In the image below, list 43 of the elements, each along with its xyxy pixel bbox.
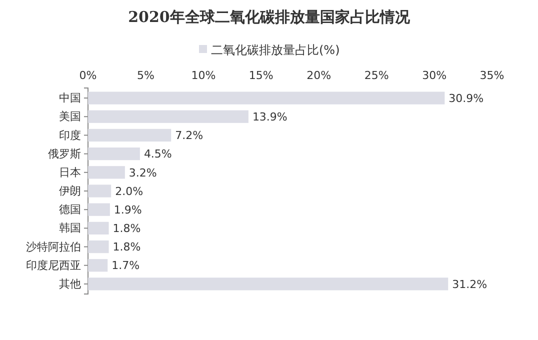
x-tick-label: 10% <box>191 69 216 82</box>
bar <box>88 166 125 179</box>
y-tick-label: 德国 <box>59 203 81 216</box>
data-label: 1.9% <box>114 203 142 216</box>
data-label: 13.9% <box>252 110 288 124</box>
bar <box>88 259 108 272</box>
chart-title: 2020年全球二氧化碳排放量国家占比情况 <box>128 8 411 26</box>
x-tick-label: 35% <box>480 69 504 82</box>
x-tick-label: 15% <box>248 69 274 82</box>
data-label: 30.9% <box>448 92 484 105</box>
bar <box>88 147 140 160</box>
data-label: 31.2% <box>452 278 488 291</box>
bar <box>88 184 112 198</box>
data-label: 4.5% <box>144 148 172 161</box>
y-tick-label: 韩国 <box>59 222 81 235</box>
y-tick-label: 俄罗斯 <box>48 147 81 160</box>
y-tick-label: 其他 <box>59 277 81 290</box>
data-label: 1.7% <box>112 259 140 272</box>
bar <box>88 222 109 235</box>
x-tick-label: 20% <box>306 69 332 82</box>
x-tick-label: 5% <box>136 69 154 82</box>
y-tick-label: 中国 <box>59 92 81 105</box>
bar <box>88 203 110 216</box>
bar <box>88 240 109 254</box>
data-label: 3.2% <box>128 166 157 180</box>
x-tick-label: 25% <box>364 69 389 82</box>
bar <box>88 110 248 123</box>
y-tick-label: 印度 <box>59 128 81 142</box>
y-tick-label: 美国 <box>59 110 81 124</box>
bar <box>88 128 172 142</box>
data-label: 1.8% <box>112 222 141 236</box>
y-tick-label: 伊朗 <box>59 184 81 198</box>
x-tick-label: 30% <box>422 69 447 82</box>
data-label: 7.2% <box>175 129 204 142</box>
data-label: 2.0% <box>115 184 144 198</box>
bar <box>88 278 448 290</box>
data-label: 1.8% <box>112 240 141 254</box>
y-tick-label: 日本 <box>59 166 81 179</box>
legend-label: 二氧化碳排放量占比(%) <box>211 43 340 58</box>
y-tick-label: 印度尼西亚 <box>26 258 81 272</box>
x-tick-label: 0% <box>79 69 97 82</box>
y-tick-label: 沙特阿拉伯 <box>26 240 81 254</box>
bar <box>88 92 445 104</box>
